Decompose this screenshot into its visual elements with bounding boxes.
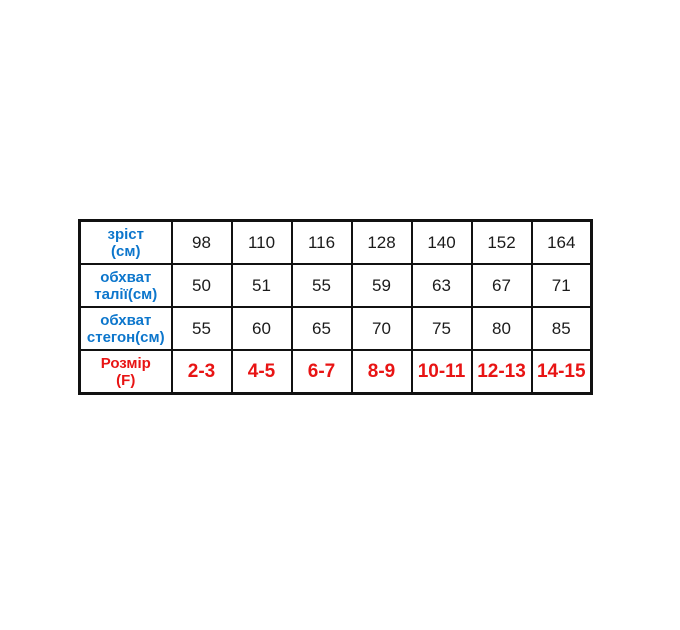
table-row-waist: обхват талії(см) 50 51 55 59 63 67 71 [78,263,593,308]
row-header-waist: обхват талії(см) [78,263,173,308]
value-cell: 51 [230,263,293,308]
size-value-cell: 8-9 [350,349,413,395]
size-value-cell: 14-15 [530,349,593,395]
row-header-height: зріст (см) [78,219,173,265]
value-cell: 70 [350,306,413,351]
value-cell: 55 [170,306,233,351]
size-value-cell: 6-7 [290,349,353,395]
value-cell: 80 [470,306,533,351]
value-cell: 164 [530,219,593,265]
table-row-size: Розмір (F) 2-3 4-5 6-7 8-9 10-11 12-13 1… [78,349,593,395]
row-header-size: Розмір (F) [78,349,173,395]
size-value-cell: 10-11 [410,349,473,395]
row-header-line: обхват [100,268,152,286]
value-cell: 140 [410,219,473,265]
size-value-cell: 4-5 [230,349,293,395]
row-header-line: Розмір [100,354,151,372]
value-cell: 116 [290,219,353,265]
size-value-cell: 2-3 [170,349,233,395]
value-cell: 63 [410,263,473,308]
value-cell: 85 [530,306,593,351]
table-row-height: зріст (см) 98 110 116 128 140 152 164 [78,219,593,265]
value-cell: 59 [350,263,413,308]
value-cell: 67 [470,263,533,308]
value-cell: 152 [470,219,533,265]
table-row-hips: обхват стегон(см) 55 60 65 70 75 80 85 [78,306,593,351]
value-cell: 55 [290,263,353,308]
row-header-line: талії(см) [94,285,158,303]
value-cell: 71 [530,263,593,308]
row-header-line: стегон(см) [86,328,165,346]
row-header-line: (F) [116,371,136,389]
value-cell: 98 [170,219,233,265]
value-cell: 128 [350,219,413,265]
value-cell: 110 [230,219,293,265]
row-header-line: обхват [100,311,152,329]
size-value-cell: 12-13 [470,349,533,395]
row-header-line: (см) [111,242,141,260]
value-cell: 75 [410,306,473,351]
row-header-hips: обхват стегон(см) [78,306,173,351]
row-header-line: зріст [107,225,144,243]
size-chart-table: зріст (см) 98 110 116 128 140 152 164 об… [78,219,593,395]
value-cell: 60 [230,306,293,351]
value-cell: 65 [290,306,353,351]
value-cell: 50 [170,263,233,308]
